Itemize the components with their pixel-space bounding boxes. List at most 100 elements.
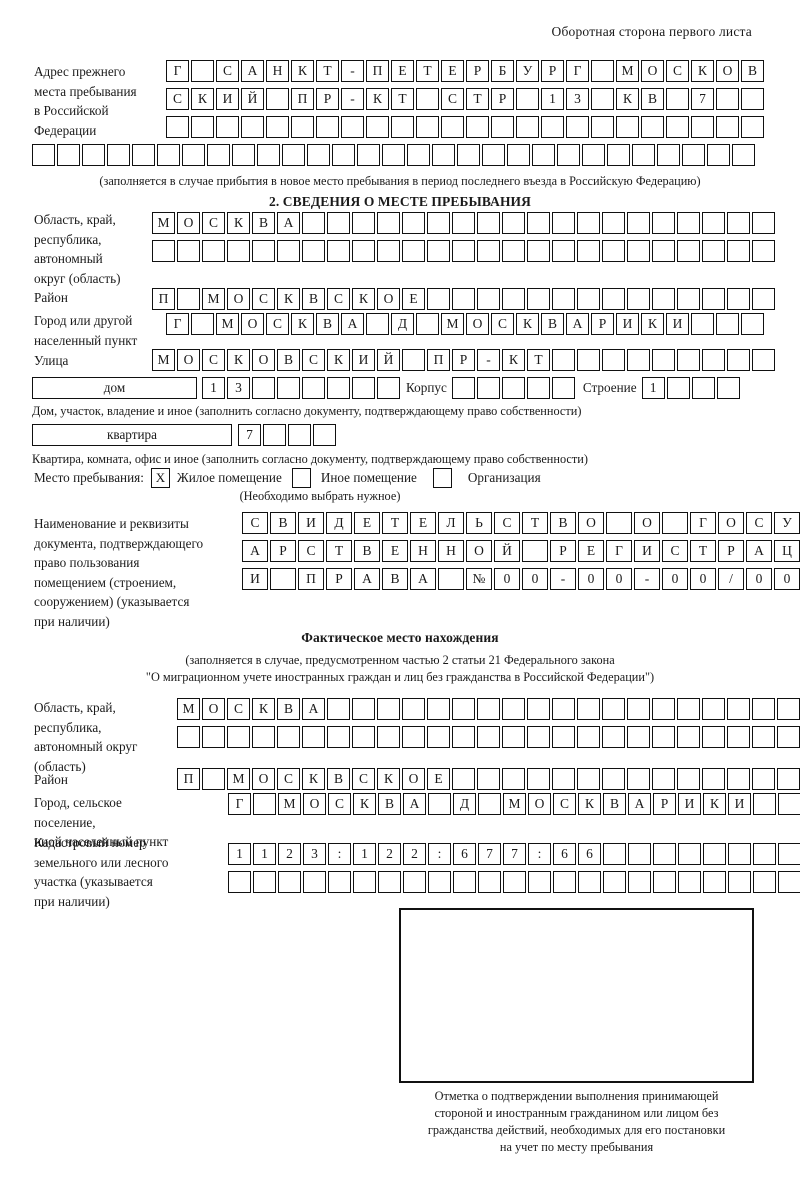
char-cell[interactable]: Ц bbox=[774, 540, 800, 562]
char-cell[interactable] bbox=[653, 843, 676, 865]
char-cell[interactable] bbox=[627, 768, 650, 790]
char-cell[interactable]: П bbox=[427, 349, 450, 371]
char-cell[interactable]: В bbox=[277, 698, 300, 720]
char-cell[interactable] bbox=[677, 240, 700, 262]
char-cell[interactable] bbox=[678, 843, 701, 865]
char-cell[interactable]: С bbox=[216, 60, 239, 82]
char-cell[interactable]: П bbox=[177, 768, 200, 790]
char-cell[interactable] bbox=[253, 793, 276, 815]
char-cell[interactable]: В bbox=[327, 768, 350, 790]
char-cell[interactable] bbox=[551, 377, 575, 399]
char-cell[interactable] bbox=[352, 377, 375, 399]
char-cell[interactable]: О bbox=[377, 288, 400, 310]
char-cell[interactable]: К bbox=[502, 349, 525, 371]
char-cell[interactable] bbox=[732, 144, 755, 166]
char-cell[interactable]: Д bbox=[453, 793, 476, 815]
char-cell[interactable] bbox=[728, 843, 751, 865]
char-cell[interactable]: Р bbox=[491, 88, 514, 110]
char-cell[interactable] bbox=[327, 377, 350, 399]
char-cell[interactable]: 0 bbox=[690, 568, 716, 590]
char-cell[interactable] bbox=[182, 144, 205, 166]
char-cell[interactable]: - bbox=[634, 568, 660, 590]
char-cell[interactable]: Г bbox=[690, 512, 716, 534]
char-cell[interactable]: В bbox=[316, 313, 339, 335]
char-cell[interactable]: И bbox=[728, 793, 751, 815]
char-cell[interactable] bbox=[402, 240, 425, 262]
char-cell[interactable]: И bbox=[242, 568, 268, 590]
char-cell[interactable]: К bbox=[366, 88, 389, 110]
char-cell[interactable] bbox=[577, 349, 600, 371]
char-cell[interactable]: С bbox=[352, 768, 375, 790]
char-cell[interactable]: Н bbox=[438, 540, 464, 562]
char-cell[interactable]: С bbox=[298, 540, 324, 562]
char-cell[interactable] bbox=[741, 313, 764, 335]
char-cell[interactable] bbox=[177, 240, 200, 262]
char-cell[interactable] bbox=[678, 871, 701, 893]
char-cell[interactable]: К bbox=[291, 60, 314, 82]
char-cell[interactable]: Р bbox=[466, 60, 489, 82]
char-cell[interactable]: С bbox=[662, 540, 688, 562]
stroenie-cells[interactable]: 1 bbox=[641, 377, 740, 399]
char-cell[interactable] bbox=[432, 144, 455, 166]
char-cell[interactable] bbox=[691, 116, 714, 138]
char-cell[interactable]: Е bbox=[427, 768, 450, 790]
char-cell[interactable]: К bbox=[327, 349, 350, 371]
char-cell[interactable] bbox=[327, 212, 350, 234]
char-cell[interactable] bbox=[627, 726, 650, 748]
char-cell[interactable] bbox=[263, 424, 286, 446]
char-cell[interactable] bbox=[652, 726, 675, 748]
char-cell[interactable]: К bbox=[191, 88, 214, 110]
char-cell[interactable] bbox=[516, 116, 539, 138]
char-cell[interactable] bbox=[257, 144, 280, 166]
char-cell[interactable]: И bbox=[634, 540, 660, 562]
char-cell[interactable] bbox=[407, 144, 430, 166]
char-cell[interactable]: 1 bbox=[541, 88, 564, 110]
char-cell[interactable] bbox=[741, 116, 764, 138]
char-cell[interactable]: В bbox=[541, 313, 564, 335]
char-cell[interactable] bbox=[602, 240, 625, 262]
char-cell[interactable]: 0 bbox=[494, 568, 520, 590]
char-cell[interactable]: В bbox=[382, 568, 408, 590]
char-cell[interactable] bbox=[778, 793, 800, 815]
char-cell[interactable]: : bbox=[328, 843, 351, 865]
char-cell[interactable] bbox=[107, 144, 130, 166]
char-cell[interactable]: А bbox=[302, 698, 325, 720]
char-cell[interactable] bbox=[478, 871, 501, 893]
char-cell[interactable]: О bbox=[241, 313, 264, 335]
char-cell[interactable] bbox=[727, 698, 750, 720]
char-cell[interactable] bbox=[616, 116, 639, 138]
char-cell[interactable] bbox=[527, 288, 550, 310]
char-cell[interactable]: А bbox=[277, 212, 300, 234]
char-cell[interactable] bbox=[552, 349, 575, 371]
char-cell[interactable]: Е bbox=[578, 540, 604, 562]
char-cell[interactable] bbox=[502, 768, 525, 790]
char-cell[interactable] bbox=[777, 698, 800, 720]
char-cell[interactable]: Т bbox=[416, 60, 439, 82]
char-cell[interactable] bbox=[752, 212, 775, 234]
char-cell[interactable]: И bbox=[616, 313, 639, 335]
char-cell[interactable] bbox=[270, 568, 296, 590]
char-cell[interactable] bbox=[402, 212, 425, 234]
char-cell[interactable] bbox=[641, 116, 664, 138]
char-cell[interactable]: М bbox=[503, 793, 526, 815]
char-cell[interactable] bbox=[652, 349, 675, 371]
char-cell[interactable] bbox=[132, 144, 155, 166]
char-cell[interactable] bbox=[682, 144, 705, 166]
char-cell[interactable]: Е bbox=[382, 540, 408, 562]
char-cell[interactable] bbox=[252, 377, 275, 399]
char-cell[interactable] bbox=[191, 60, 214, 82]
char-cell[interactable] bbox=[477, 768, 500, 790]
char-cell[interactable]: М bbox=[152, 349, 175, 371]
char-cell[interactable]: 0 bbox=[606, 568, 632, 590]
char-cell[interactable] bbox=[702, 240, 725, 262]
char-cell[interactable] bbox=[302, 212, 325, 234]
char-cell[interactable]: В bbox=[378, 793, 401, 815]
char-cell[interactable]: О bbox=[303, 793, 326, 815]
char-cell[interactable] bbox=[752, 768, 775, 790]
char-cell[interactable]: В bbox=[641, 88, 664, 110]
char-cell[interactable] bbox=[241, 116, 264, 138]
char-cell[interactable] bbox=[627, 240, 650, 262]
char-cell[interactable]: М bbox=[202, 288, 225, 310]
